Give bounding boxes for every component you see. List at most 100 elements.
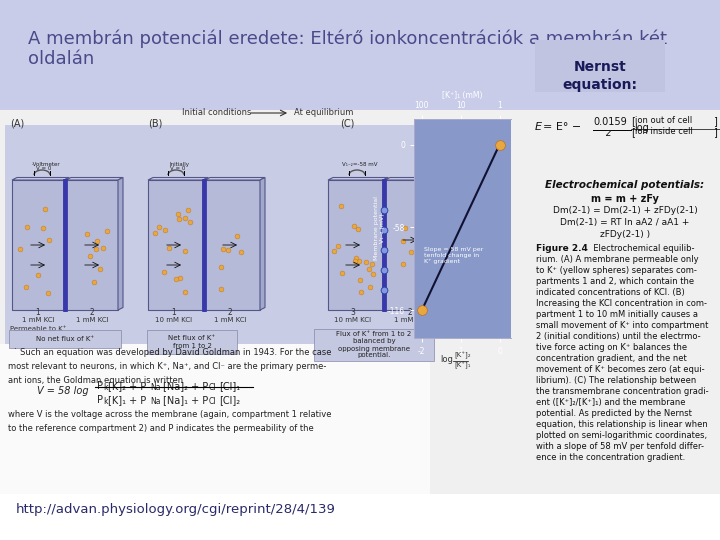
Text: zFDy(2-1) ): zFDy(2-1) ) xyxy=(600,230,650,239)
FancyBboxPatch shape xyxy=(9,330,121,348)
Text: small movement of K⁺ into compartment: small movement of K⁺ into compartment xyxy=(536,321,708,330)
Text: 2: 2 xyxy=(228,308,233,317)
Text: V = 58 log: V = 58 log xyxy=(37,386,89,396)
Text: ence in the concentration gradient.: ence in the concentration gradient. xyxy=(536,453,685,462)
Text: Cl: Cl xyxy=(209,397,217,406)
Text: rium. (A) A membrane permeable only: rium. (A) A membrane permeable only xyxy=(536,255,698,264)
Text: 10 mM KCl: 10 mM KCl xyxy=(156,317,192,323)
Text: Electrochemical equilib-: Electrochemical equilib- xyxy=(588,244,695,253)
Text: [K⁺]₁: [K⁺]₁ xyxy=(454,361,470,369)
Text: 1: 1 xyxy=(171,308,176,317)
Text: [Na]₁ + P: [Na]₁ + P xyxy=(163,395,208,405)
Text: Dm(2-1) = Dm(2-1) + zFDy(2-1): Dm(2-1) = Dm(2-1) + zFDy(2-1) xyxy=(553,206,698,215)
Text: 1 mM KCl: 1 mM KCl xyxy=(214,317,246,323)
FancyBboxPatch shape xyxy=(147,330,237,354)
Text: k: k xyxy=(103,383,107,392)
Text: [Cl]₁: [Cl]₁ xyxy=(219,381,240,391)
Bar xyxy=(535,40,665,92)
Polygon shape xyxy=(203,178,208,310)
Text: [: [ xyxy=(631,127,635,137)
Text: [K]₂ + P: [K]₂ + P xyxy=(108,381,146,391)
Text: [Cl]₂: [Cl]₂ xyxy=(219,395,240,405)
X-axis label: [K⁺]₁ (mM): [K⁺]₁ (mM) xyxy=(442,91,483,100)
Text: -Voltmeter: -Voltmeter xyxy=(32,162,60,167)
Text: [K]₁ + P: [K]₁ + P xyxy=(108,395,146,405)
Polygon shape xyxy=(260,178,265,310)
Text: Slope = 58 mV per
tenfold change in
K⁺ gradient: Slope = 58 mV per tenfold change in K⁺ g… xyxy=(423,247,483,264)
Text: k: k xyxy=(103,397,107,406)
Text: ]: ] xyxy=(713,127,717,137)
Polygon shape xyxy=(328,178,388,180)
Bar xyxy=(328,180,383,310)
Text: (C): (C) xyxy=(340,119,354,129)
Text: 2 (initial conditions) until the electrmo-: 2 (initial conditions) until the electrm… xyxy=(536,332,701,341)
Polygon shape xyxy=(118,178,123,310)
Text: [K⁺]₂: [K⁺]₂ xyxy=(454,351,471,359)
Text: [Na]₂ + P: [Na]₂ + P xyxy=(163,381,208,391)
Text: with a slope of 58 mV per tenfold differ-: with a slope of 58 mV per tenfold differ… xyxy=(536,442,704,451)
Bar xyxy=(66,180,118,310)
Text: V = 0: V = 0 xyxy=(170,166,185,171)
Bar xyxy=(385,180,440,310)
Text: 1 mM KCl: 1 mM KCl xyxy=(76,317,108,323)
Text: the transmembrane concentration gradi-: the transmembrane concentration gradi- xyxy=(536,387,708,396)
Text: ion out of cell: ion out of cell xyxy=(635,116,692,125)
Bar xyxy=(0,0,720,110)
Bar xyxy=(5,125,420,345)
Text: 1 mM KCl: 1 mM KCl xyxy=(22,317,54,323)
Text: indicated concentrations of KCl. (B): indicated concentrations of KCl. (B) xyxy=(536,288,685,297)
Bar xyxy=(148,180,203,310)
Text: ]: ] xyxy=(713,116,717,126)
Text: 1 mM KCl: 1 mM KCl xyxy=(394,317,426,323)
Polygon shape xyxy=(383,178,388,310)
Bar xyxy=(0,110,720,494)
Text: Nernst
equation:: Nernst equation: xyxy=(562,60,637,92)
Polygon shape xyxy=(12,178,69,180)
Text: 3: 3 xyxy=(351,308,356,317)
Text: P: P xyxy=(97,381,103,391)
Text: ent ([K⁺]₂/[K⁺]₁) and the membrane: ent ([K⁺]₂/[K⁺]₁) and the membrane xyxy=(536,398,685,407)
Text: (B): (B) xyxy=(148,119,163,129)
Text: Cl: Cl xyxy=(209,383,217,392)
Text: Flux of K⁺ from 1 to 2
balanced by
opposing membrane
potential.: Flux of K⁺ from 1 to 2 balanced by oppos… xyxy=(336,332,412,359)
Text: ion inside cell: ion inside cell xyxy=(635,127,693,136)
Text: Dm(2-1) = RT ln aA2 / aA1 +: Dm(2-1) = RT ln aA2 / aA1 + xyxy=(560,218,690,227)
Text: log: log xyxy=(440,355,453,364)
Polygon shape xyxy=(385,178,445,180)
Text: Electrochemical potentials:: Electrochemical potentials: xyxy=(546,180,705,190)
Text: V₁₋₂=-58 mV: V₁₋₂=-58 mV xyxy=(342,162,377,167)
Text: z: z xyxy=(605,128,610,138)
Text: Permeable to K⁺: Permeable to K⁺ xyxy=(10,326,66,332)
Polygon shape xyxy=(205,178,265,180)
Text: (A): (A) xyxy=(10,119,24,129)
Text: 0.0159: 0.0159 xyxy=(593,117,626,127)
Text: Net flux of K⁺
from 1 to 2: Net flux of K⁺ from 1 to 2 xyxy=(168,335,215,348)
Text: At equilibrium: At equilibrium xyxy=(294,108,354,117)
Text: P: P xyxy=(97,395,103,405)
Text: V = 0: V = 0 xyxy=(36,166,51,171)
Text: http://advan.physiology.org/cgi/reprint/28/4/139: http://advan.physiology.org/cgi/reprint/… xyxy=(16,503,336,516)
Polygon shape xyxy=(148,178,208,180)
Text: 10 mM KCl: 10 mM KCl xyxy=(334,317,372,323)
Text: Na: Na xyxy=(150,397,161,406)
Text: 2: 2 xyxy=(408,308,413,317)
Text: Increasing the KCl concentration in com-: Increasing the KCl concentration in com- xyxy=(536,299,707,308)
FancyBboxPatch shape xyxy=(314,329,434,361)
Text: No net flux of K⁺: No net flux of K⁺ xyxy=(36,336,94,342)
Text: Initially: Initially xyxy=(170,162,190,167)
Text: movement of K⁺ becomes zero (at equi-: movement of K⁺ becomes zero (at equi- xyxy=(536,365,705,374)
Text: partment 1 to 10 mM initially causes a: partment 1 to 10 mM initially causes a xyxy=(536,310,698,319)
Polygon shape xyxy=(66,178,123,180)
Text: librium). (C) The relationship between: librium). (C) The relationship between xyxy=(536,376,696,385)
Bar xyxy=(12,180,64,310)
Text: [: [ xyxy=(631,116,635,126)
Text: Initial conditions: Initial conditions xyxy=(182,108,251,117)
Bar xyxy=(0,344,430,494)
Text: m = m + zFy: m = m + zFy xyxy=(591,194,659,204)
Text: equation, this relationship is linear when: equation, this relationship is linear wh… xyxy=(536,420,708,429)
Text: 2: 2 xyxy=(89,308,94,317)
Y-axis label: Membrane potential
V₁₋₂ (mV): Membrane potential V₁₋₂ (mV) xyxy=(374,196,385,260)
Polygon shape xyxy=(440,178,445,310)
Text: Na: Na xyxy=(150,383,161,392)
Text: 1: 1 xyxy=(35,308,40,317)
